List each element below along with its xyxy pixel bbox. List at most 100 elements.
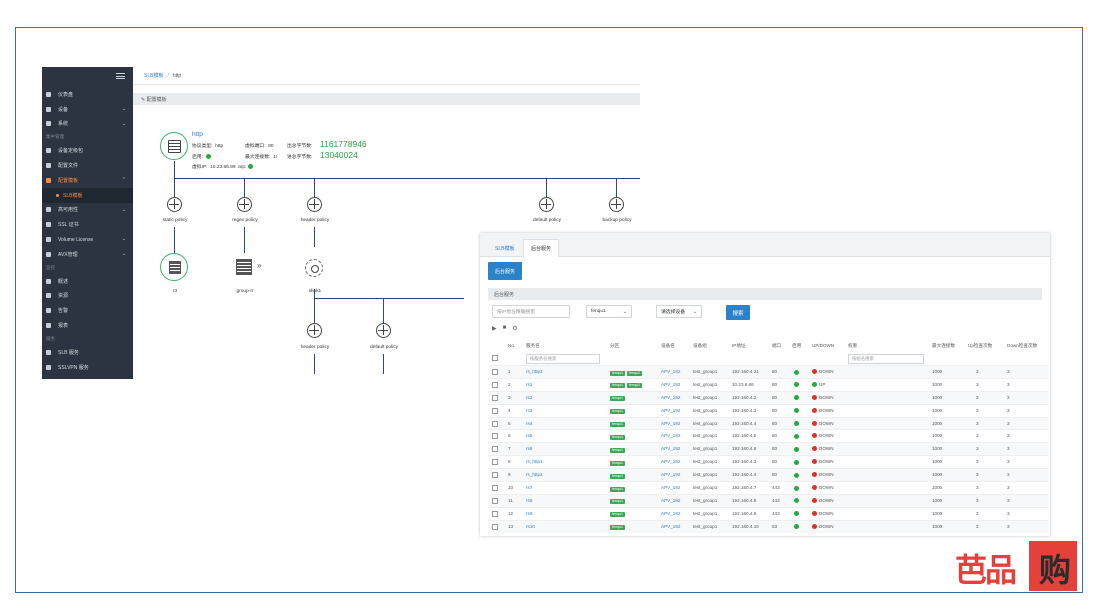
slink-icon[interactable] [305,259,323,277]
table-row[interactable]: 7 rs6 APV_192 test_group1 192.160.4.6 80 1000 3… [488,442,1048,456]
in-bytes-value: 13040024 [320,150,358,160]
real-server-icon[interactable] [160,253,188,281]
group-icon[interactable] [236,259,252,275]
row-device[interactable]: APV_192 [661,523,681,529]
row-name[interactable]: rs_http1 [526,459,543,465]
row-device[interactable]: APV_192 [661,407,681,413]
row-device[interactable]: APV_192 [661,433,681,439]
row-checkbox[interactable] [492,497,498,504]
row-device[interactable]: APV_192 [661,472,681,478]
tab-backend-service[interactable]: 后台服务 [523,239,560,257]
sidebar-item[interactable]: AVX管理 ⌄ [42,247,133,262]
row-name[interactable]: rs10 [526,523,535,529]
device-select[interactable]: 请选择设备 ⌄ [656,305,702,318]
table-row[interactable]: 4 rs3 APV_192 test_group1 192.160.4.3 80 1000 3… [488,403,1048,417]
menu-toggle-icon[interactable] [116,73,125,79]
row-checkbox[interactable] [492,394,498,401]
row-checkbox[interactable] [492,523,498,530]
row-checkbox[interactable] [492,510,498,517]
row-name[interactable]: rs8 [526,497,533,503]
sidebar-item[interactable]: 系统 ⌄ [42,117,133,132]
table-row[interactable]: 11 rs8 APV_192 test_group1 192.160.4.8 443 100… [488,493,1048,507]
row-device[interactable]: APV_192 [661,497,681,503]
sidebar-item[interactable]: 报表 [42,318,133,333]
sidebar-item[interactable]: 资源 [42,289,133,304]
backup-policy-icon[interactable] [609,197,624,212]
row-device[interactable]: APV_192 [661,381,681,387]
row-device[interactable]: APV_192 [661,420,681,426]
weight-filter-input[interactable]: 按组名搜索 [848,354,924,364]
sidebar-item[interactable]: SLB模板 [42,187,133,203]
row-checkbox[interactable] [492,459,498,466]
partition-tag: fenqu2 [627,370,642,376]
enable-icon[interactable]: ▶ [492,326,497,332]
row-name[interactable]: rs_http2 [526,472,543,478]
expand-arrow-icon[interactable]: » [257,261,262,270]
search-button[interactable]: 搜索 [726,305,750,320]
sidebar-item[interactable]: 概述 [42,274,133,289]
row-device[interactable]: APV_192 [661,485,681,491]
default-policy-icon[interactable] [376,323,391,338]
virtual-service-icon[interactable] [160,132,188,160]
sidebar-item[interactable]: SSLVPN 服务 [42,360,133,375]
disable-icon[interactable]: ■ [502,325,507,331]
partition-select-value: fenqu1 [591,309,606,314]
add-backend-service-button[interactable]: 后台服务 [488,262,522,280]
ip-search-input[interactable]: 按IP地址精确搜索 [492,305,570,318]
default-policy-icon[interactable] [539,197,554,212]
sidebar-item[interactable]: 设备定级包 [42,143,133,158]
row-checkbox[interactable] [492,472,498,479]
table-row[interactable]: 5 rs4 APV_192 test_group1 192.160.4.4 80 1000 3… [488,416,1048,430]
row-checkbox[interactable] [492,433,498,440]
sidebar-item[interactable]: 配置模板 ⌃ [42,173,133,188]
sidebar-item[interactable]: SSL 证书 [42,217,133,232]
virtual-service-name[interactable]: http [192,131,203,138]
row-name[interactable]: rs3 [526,407,533,413]
row-name[interactable]: rs6 [526,446,533,452]
sidebar-item[interactable]: 告警 [42,303,133,318]
row-device[interactable]: APV_192 [661,510,681,516]
row-name[interactable]: rs4 [526,420,533,426]
row-checkbox[interactable] [492,420,498,427]
tab-slb-template[interactable]: SLB模板 [495,245,515,252]
table-row[interactable]: 1 rs_http2 APV_192 test_group1 192.160.4.21 8… [488,365,1048,378]
row-checkbox[interactable] [492,446,498,453]
sidebar-item[interactable]: Volume License ⌄ [42,232,133,247]
row-device[interactable]: APV_192 [661,369,681,374]
settings-icon[interactable]: ⚙ [512,326,518,332]
regex-policy-icon[interactable] [237,197,252,212]
row-device[interactable]: APV_192 [661,394,681,400]
row-name[interactable]: rs1 [526,381,533,387]
breadcrumb-parent[interactable]: SLB模板 [144,73,164,79]
table-row[interactable]: 6 rs5 APV_192 test_group1 192.160.4.5 80 1000 3… [488,429,1048,442]
row-checkbox[interactable] [492,485,498,492]
row-device[interactable]: APV_192 [661,446,681,452]
header-policy-icon[interactable] [307,197,322,212]
table-row[interactable]: 13 rs10 APV_192 test_group1 192.160.4.10 53 10… [488,519,1048,533]
table-row[interactable]: 8 rs_http1 APV_192 test_group1 192.160.4.3 80… [488,455,1048,468]
table-row[interactable]: 9 rs_http2 APV_192 test_group1 192.160.4.4 80… [488,468,1048,482]
sidebar-item[interactable]: 高可用性 ⌄ [42,203,133,218]
table-row[interactable]: 3 rs2 APV_192 test_group1 192.160.4.2 80 1000 3… [488,390,1048,404]
table-row[interactable]: 10 rs7 APV_192 test_group1 192.160.4.7 443 100… [488,481,1048,494]
row-name[interactable]: rs7 [526,485,533,491]
sidebar-item[interactable]: 仪表盘 [42,87,133,102]
name-filter-input[interactable]: 按服务名搜索 [526,354,600,364]
header-policy-icon[interactable] [307,323,322,338]
row-checkbox[interactable] [492,381,498,388]
partition-select[interactable]: fenqu1 ⌄ [586,305,632,318]
row-device[interactable]: APV_192 [661,459,681,465]
sidebar-item[interactable]: SLB 服务 [42,345,133,360]
row-name[interactable]: rs9 [526,510,533,516]
row-checkbox[interactable] [492,407,498,414]
table-row[interactable]: 12 rs9 APV_192 test_group1 192.160.4.9 443 100… [488,506,1048,520]
static-policy-icon[interactable] [167,197,182,212]
select-all-checkbox[interactable] [492,355,498,361]
row-name[interactable]: rs_http2 [526,369,543,374]
row-name[interactable]: rs5 [526,433,533,439]
row-name[interactable]: rs2 [526,394,533,400]
sidebar-item[interactable]: 设备 ⌄ [42,102,133,117]
sidebar-item[interactable]: 配置文件 [42,158,133,173]
table-row[interactable]: 2 rs1 APV_192 test_group1 10.23.6.66 80 1000 3 3… [488,377,1048,391]
row-checkbox[interactable] [492,369,498,375]
